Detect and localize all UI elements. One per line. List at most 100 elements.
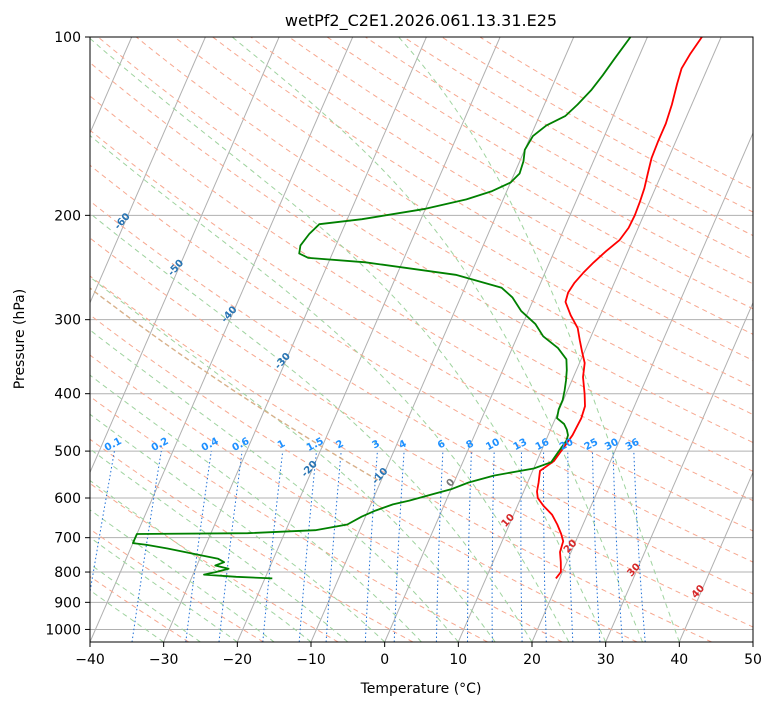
isotherm-label: -30 bbox=[273, 351, 293, 372]
dry-adiabat bbox=[90, 164, 753, 563]
mixing-ratio-label: 6 bbox=[436, 438, 447, 451]
moist-adiabat bbox=[90, 329, 459, 642]
overlay-labels: 0.10.20.40.611.52346810131620253036-100-… bbox=[6, 118, 708, 601]
mixing-ratio-label: 16 bbox=[534, 437, 551, 453]
moist-adiabat bbox=[231, 37, 643, 642]
dry-adiabat bbox=[326, 37, 753, 285]
mixing-ratio-line bbox=[262, 451, 284, 642]
y-tick-label: 200 bbox=[54, 208, 81, 224]
mixing-ratio-line bbox=[435, 451, 444, 642]
mixing-ratio-line bbox=[491, 451, 495, 642]
mixing-ratio-label: 36 bbox=[624, 437, 641, 453]
lcl-curve bbox=[90, 287, 381, 483]
dry-adiabat bbox=[212, 37, 753, 361]
isotherm-label: -80 bbox=[6, 118, 26, 139]
mixing-ratio-label: 10 bbox=[484, 437, 501, 453]
dry-adiabat bbox=[90, 354, 563, 642]
y-tick-label: 100 bbox=[54, 30, 81, 46]
dry-adiabat bbox=[250, 37, 753, 335]
dry-adiabat bbox=[90, 528, 264, 642]
isotherm-label: 20 bbox=[562, 538, 580, 556]
mixing-ratio-line bbox=[393, 451, 405, 642]
moist-adiabats bbox=[90, 37, 680, 642]
isotherm bbox=[752, 640, 753, 642]
sounding-series bbox=[131, 37, 703, 580]
dry-adiabat bbox=[288, 37, 753, 310]
moist-adiabat bbox=[90, 589, 164, 642]
mixing-ratio-label: 8 bbox=[465, 438, 476, 451]
moist-adiabat bbox=[90, 134, 570, 642]
y-tick-label: 1000 bbox=[45, 622, 81, 638]
isotherm bbox=[236, 37, 501, 642]
isotherm-label: 40 bbox=[690, 583, 708, 601]
dry-adiabat bbox=[90, 275, 712, 642]
isotherm bbox=[90, 37, 280, 474]
y-axis-label: Pressure (hPa) bbox=[12, 289, 28, 389]
x-tick-label: −10 bbox=[296, 652, 326, 668]
isotherm bbox=[0, 37, 58, 642]
moist-adiabat bbox=[90, 276, 496, 642]
y-tick-label: 400 bbox=[54, 387, 81, 403]
dry-adiabat bbox=[90, 237, 753, 628]
x-tick-label: 10 bbox=[449, 652, 467, 668]
moist-adiabat bbox=[398, 37, 680, 642]
x-tick-label: 0 bbox=[380, 652, 389, 668]
isotherm-label: 30 bbox=[625, 561, 643, 579]
isotherm bbox=[531, 131, 753, 642]
mixing-ratio-line bbox=[520, 451, 523, 642]
isotherm-label: -10 bbox=[370, 466, 390, 487]
dry-adiabat bbox=[90, 200, 753, 595]
plot-area: 0.10.20.40.611.52346810131620253036-100-… bbox=[0, 37, 753, 642]
dry-adiabat bbox=[174, 37, 753, 388]
x-tick-label: 40 bbox=[670, 652, 688, 668]
moist-adiabat bbox=[90, 536, 238, 642]
mixing-ratio-label: 25 bbox=[583, 437, 600, 453]
x-tick-label: 20 bbox=[523, 652, 541, 668]
moist-adiabat bbox=[90, 413, 386, 642]
isotherm bbox=[163, 37, 427, 642]
y-tick-label: 900 bbox=[54, 595, 81, 611]
temperature-profile-line bbox=[536, 37, 703, 579]
isotherm bbox=[90, 37, 206, 305]
y-tick-label: 600 bbox=[54, 491, 81, 507]
x-axis-ticks: −40 −30 −20 −10 0 10 20 30 40 50 bbox=[75, 642, 762, 668]
moist-adiabat bbox=[90, 37, 607, 642]
moist-adiabat bbox=[90, 212, 533, 642]
isotherm-label: 10 bbox=[500, 512, 518, 530]
isotherm-lines bbox=[0, 37, 753, 642]
y-tick-label: 800 bbox=[54, 565, 81, 581]
mixing-ratio-line bbox=[90, 451, 115, 595]
dry-adiabat bbox=[479, 37, 753, 190]
x-tick-label: −40 bbox=[75, 652, 105, 668]
dewpoint-profile-line bbox=[131, 37, 632, 580]
isotherm bbox=[457, 37, 722, 642]
y-tick-label: 500 bbox=[54, 444, 81, 460]
moist-adiabat bbox=[90, 563, 201, 642]
dry-adiabat bbox=[90, 482, 339, 642]
dry-adiabat bbox=[90, 95, 753, 502]
y-tick-label: 300 bbox=[54, 313, 81, 329]
moist-adiabat bbox=[90, 448, 349, 642]
mixing-ratio-line bbox=[131, 451, 162, 642]
mixing-ratio-label: 4 bbox=[397, 438, 408, 451]
x-tick-label: 50 bbox=[744, 652, 762, 668]
dry-adiabat bbox=[97, 37, 753, 444]
isotherm bbox=[605, 301, 753, 642]
isotherm-label: -50 bbox=[166, 258, 186, 279]
mixing-ratio-label: 2 bbox=[334, 438, 345, 451]
dry-adiabat bbox=[90, 314, 638, 642]
dry-adiabat bbox=[90, 438, 414, 642]
y-axis-ticks: 100 200 300 400 500 600 700 800 900 1000 bbox=[45, 30, 90, 638]
lcl-curve bbox=[90, 287, 381, 483]
mixing-ratio-line bbox=[185, 451, 212, 642]
isotherm-label: -70 bbox=[59, 165, 79, 186]
mixing-ratio-label: 1 bbox=[276, 438, 287, 451]
x-tick-label: −20 bbox=[223, 652, 253, 668]
y-tick-label: 700 bbox=[54, 531, 81, 547]
moist-adiabat bbox=[90, 374, 422, 642]
chart-title: wetPf2_C2E1.2026.061.13.31.E25 bbox=[285, 11, 557, 31]
x-tick-label: −30 bbox=[149, 652, 179, 668]
dry-adiabat bbox=[135, 37, 753, 416]
dry-adiabat bbox=[90, 62, 753, 472]
